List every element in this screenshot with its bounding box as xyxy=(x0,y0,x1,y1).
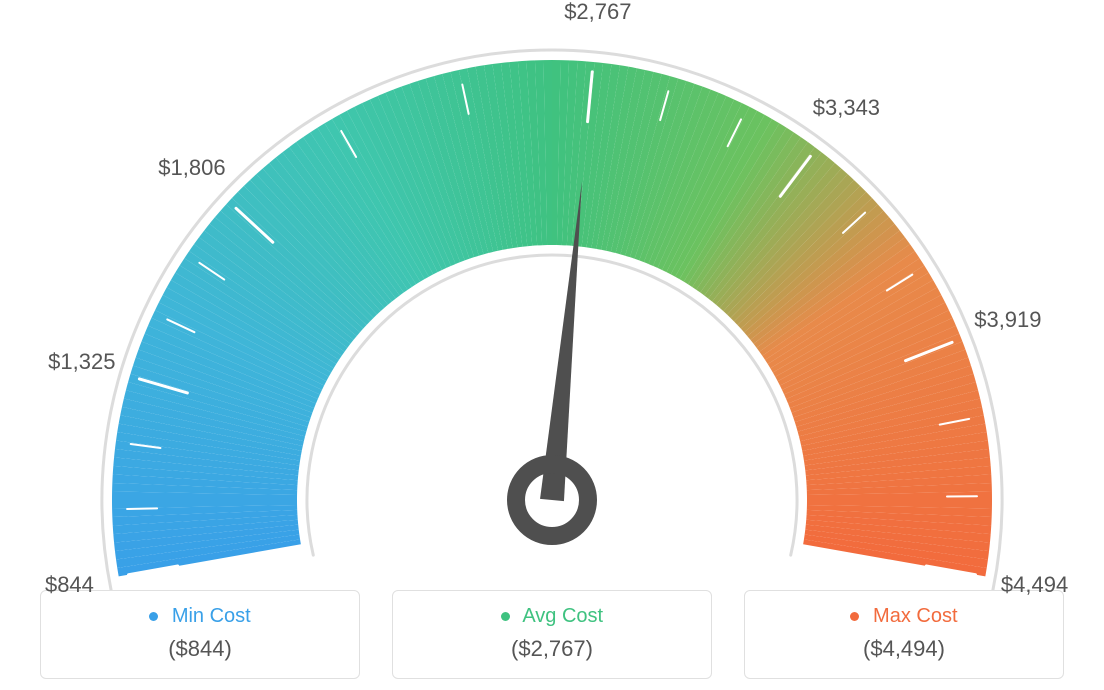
legend-max-dot xyxy=(850,612,859,621)
legend-max-box: Max Cost ($4,494) xyxy=(744,590,1064,679)
gauge-tick-label: $844 xyxy=(45,572,94,598)
gauge-tick-label: $1,806 xyxy=(158,155,225,181)
gauge-tick-label: $4,494 xyxy=(1001,572,1068,598)
gauge-area: $844$1,325$1,806$2,767$3,343$3,919$4,494 xyxy=(0,0,1104,590)
legend-max-title: Max Cost xyxy=(765,605,1043,628)
legend-max-label: Max Cost xyxy=(873,605,957,627)
gauge-tick-label: $3,919 xyxy=(974,307,1041,333)
gauge-tick-label: $1,325 xyxy=(48,349,115,375)
gauge-svg xyxy=(0,0,1104,590)
legend-min-box: Min Cost ($844) xyxy=(40,590,360,679)
legend-avg-dot xyxy=(501,612,510,621)
legend-min-label: Min Cost xyxy=(172,605,251,627)
legend-min-value: ($844) xyxy=(61,636,339,662)
legend-avg-value: ($2,767) xyxy=(413,636,691,662)
legend-max-value: ($4,494) xyxy=(765,636,1043,662)
legend-min-dot xyxy=(149,612,158,621)
legend-avg-label: Avg Cost xyxy=(522,605,603,627)
legend-row: Min Cost ($844) Avg Cost ($2,767) Max Co… xyxy=(0,590,1104,679)
gauge-tick-label: $3,343 xyxy=(813,95,880,121)
legend-avg-box: Avg Cost ($2,767) xyxy=(392,590,712,679)
legend-min-title: Min Cost xyxy=(61,605,339,628)
gauge-container: $844 $1,325 $1,806 $2,767 $3,343 $3,919 $4,494… xyxy=(0,0,1104,690)
legend-avg-title: Avg Cost xyxy=(413,605,691,628)
gauge-tick-label: $2,767 xyxy=(564,0,631,25)
